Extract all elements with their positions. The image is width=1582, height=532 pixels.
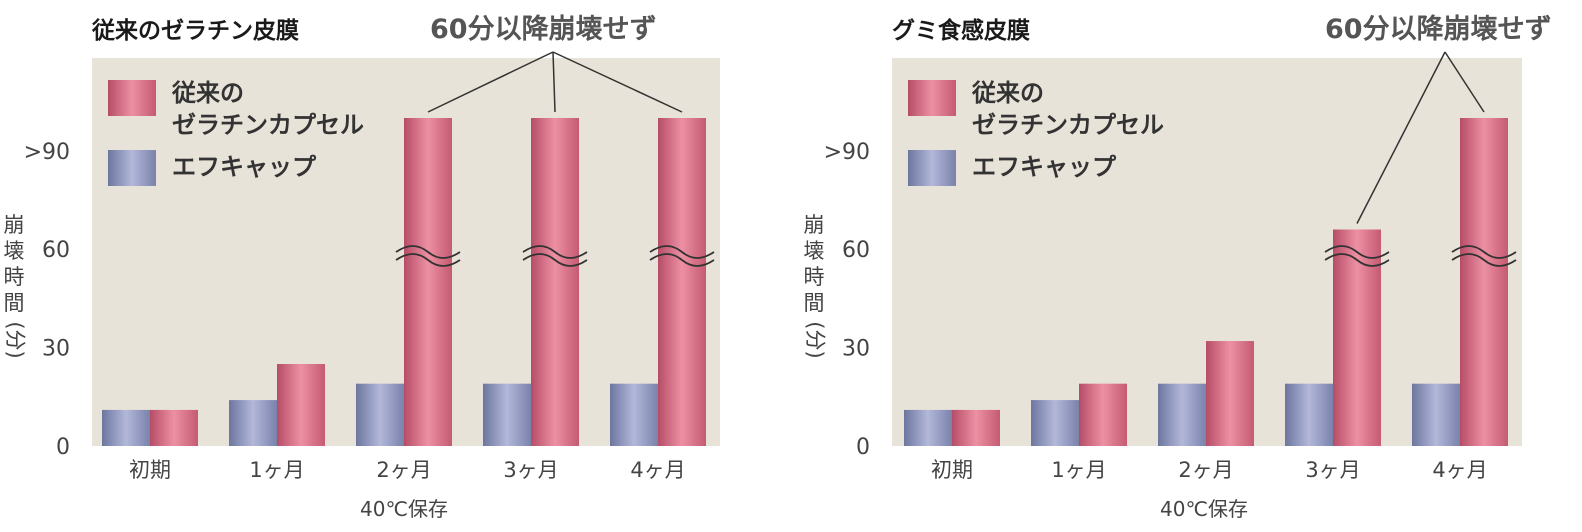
axis-break-mark [1324,245,1390,259]
y-axis-label: (分) [803,321,827,358]
x-axis-label: 40℃保存 [1160,497,1248,521]
x-tick-label: 2ヶ月 [1178,458,1233,482]
bar-conventional [404,118,452,446]
x-tick-label: 4ヶ月 [1432,458,1487,482]
axis-break-mark [1324,253,1390,267]
legend-label-conventional: 従来の [971,79,1044,107]
bar-efcap [1285,383,1333,446]
chart-title: 従来のゼラチン皮膜 [91,17,299,44]
legend-label-efcap: エフキャップ [972,153,1117,181]
axis-break-mark [1451,253,1517,267]
bar-conventional [277,364,325,446]
legend-swatch-efcap [908,150,956,186]
x-tick-label: 1ヶ月 [1051,458,1106,482]
x-axis-label: 40℃保存 [360,497,448,521]
x-tick-label: 3ヶ月 [503,458,558,482]
bar-efcap [1158,383,1206,446]
y-axis-label: 崩 [4,213,25,237]
y-tick-label: 30 [42,337,70,362]
bar-efcap [610,383,658,446]
legend-label-conventional: ゼラチンカプセル [172,111,364,139]
bar-conventional [531,118,579,446]
legend-label-efcap: エフキャップ [172,153,317,181]
bar-conventional [1460,118,1508,446]
bar-efcap [229,400,277,446]
annotation-leader-line [427,51,554,113]
bar-conventional [150,409,198,446]
y-tick-label: 0 [856,435,870,460]
annotation-leader-line [552,51,683,113]
y-axis-label: 壊 [4,239,25,263]
x-tick-label: 初期 [931,458,973,482]
y-tick-label: 60 [42,238,70,263]
axis-break-mark [395,245,461,259]
y-axis-label: 時 [4,265,25,289]
axis-break-mark [1451,245,1517,259]
bar-efcap [356,383,404,446]
legend-label-conventional: ゼラチンカプセル [972,111,1164,139]
legend-label-conventional: 従来の [171,79,244,107]
annotation-leader-line [1444,51,1485,113]
axis-break-mark [522,253,588,267]
bar-conventional [1079,383,1127,446]
x-tick-label: 3ヶ月 [1305,458,1360,482]
axis-break-mark [522,245,588,259]
legend-swatch-conventional [108,80,156,116]
x-tick-label: 初期 [129,458,171,482]
bar-conventional [952,409,1000,446]
chart-title: グミ食感皮膜 [892,17,1030,44]
y-tick-label: 30 [842,337,870,362]
bar-efcap [483,383,531,446]
legend-swatch-efcap [108,150,156,186]
legend-swatch-conventional [908,80,956,116]
y-tick-label: 0 [56,435,70,460]
y-tick-label: 60 [842,238,870,263]
axis-break-mark [649,253,715,267]
annotation-text: 60分以降崩壊せず [430,14,657,45]
bar-efcap [102,409,150,446]
x-tick-label: 4ヶ月 [630,458,685,482]
bar-conventional [1333,229,1381,446]
y-axis-label: 間 [4,291,25,315]
bar-conventional [658,118,706,446]
y-axis-label: 時 [804,265,825,289]
y-tick-label: >90 [24,140,70,165]
annotation-leader-line [1356,51,1446,224]
x-tick-label: 2ヶ月 [376,458,431,482]
bar-efcap [904,409,952,446]
y-axis-label: 壊 [804,239,825,263]
annotation-leader-line [552,51,556,113]
bar-conventional [1206,341,1254,446]
bar-efcap [1412,383,1460,446]
y-axis-label: 崩 [804,213,825,237]
y-axis-label: 間 [804,291,825,315]
axis-break-mark [649,245,715,259]
x-tick-label: 1ヶ月 [249,458,304,482]
annotation-text: 60分以降崩壊せず [1325,14,1552,45]
y-axis-label: (分) [3,321,27,358]
bar-efcap [1031,400,1079,446]
axis-break-mark [395,253,461,267]
y-tick-label: >90 [824,140,870,165]
